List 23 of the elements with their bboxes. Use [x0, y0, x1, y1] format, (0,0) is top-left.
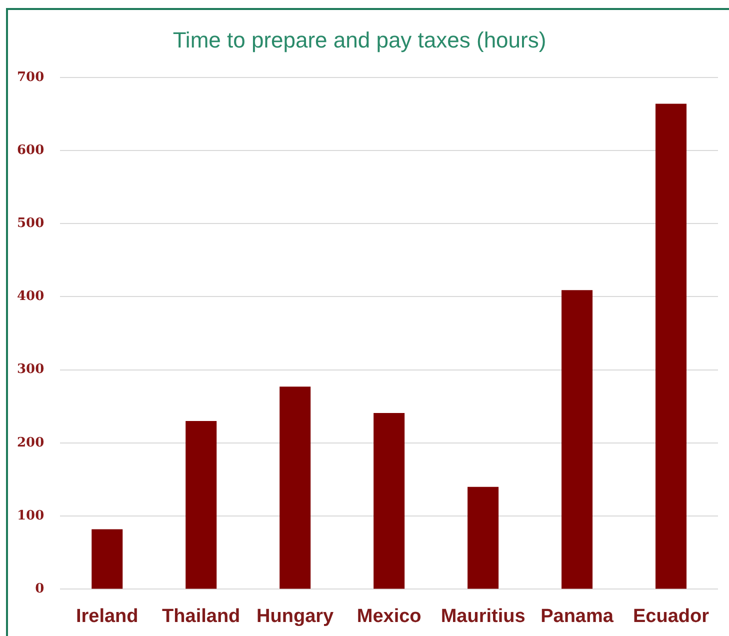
y-tick-label: 600 — [16, 142, 44, 158]
chart-title: Time to prepare and pay taxes (hours) — [172, 27, 546, 52]
bar — [562, 290, 593, 589]
x-tick-label: Panama — [540, 606, 614, 627]
x-tick-label: Thailand — [162, 606, 240, 627]
bar — [186, 421, 217, 589]
x-tick-label: Mexico — [356, 606, 422, 627]
bar — [280, 386, 311, 589]
bar — [656, 104, 687, 589]
x-tick-label: Ecuador — [632, 606, 710, 627]
bar — [92, 529, 123, 589]
y-tick-label: 300 — [16, 362, 44, 378]
y-tick-label: 200 — [16, 435, 44, 450]
bar — [468, 486, 499, 589]
x-tick-label: Ireland — [76, 606, 138, 627]
y-tick-label: 700 — [16, 70, 44, 85]
y-tick-label: 500 — [16, 216, 44, 232]
y-tick-label: 400 — [16, 289, 44, 304]
bar — [374, 412, 405, 589]
x-tick-label: Hungary — [256, 606, 334, 627]
y-tick-label: 100 — [16, 508, 44, 524]
y-tick-label: 0 — [35, 582, 44, 597]
x-tick-label: Mauritius — [440, 606, 526, 627]
